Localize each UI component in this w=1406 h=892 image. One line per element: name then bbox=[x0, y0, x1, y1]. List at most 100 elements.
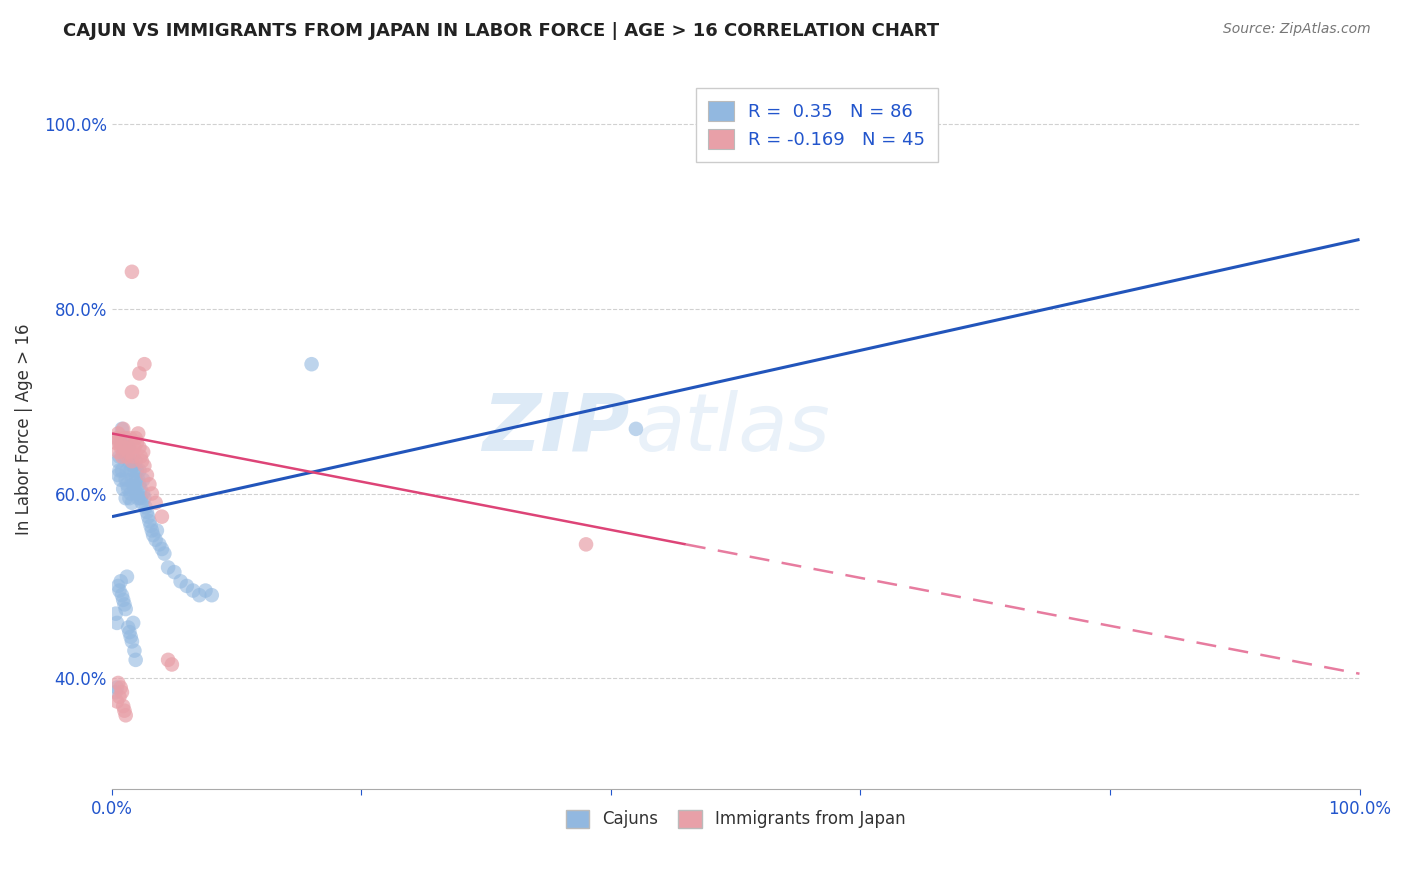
Point bbox=[624, 422, 647, 436]
Point bbox=[135, 505, 157, 519]
Point bbox=[131, 454, 153, 468]
Point bbox=[120, 630, 142, 644]
Point bbox=[114, 491, 136, 505]
Point bbox=[146, 524, 169, 538]
Point bbox=[117, 621, 139, 635]
Point bbox=[145, 496, 167, 510]
Point bbox=[127, 491, 149, 505]
Point bbox=[141, 524, 163, 538]
Point bbox=[163, 565, 186, 579]
Point bbox=[145, 533, 167, 547]
Point bbox=[129, 482, 152, 496]
Point bbox=[107, 445, 129, 459]
Point bbox=[124, 653, 146, 667]
Point bbox=[136, 509, 159, 524]
Point bbox=[124, 463, 146, 477]
Point bbox=[117, 441, 139, 455]
Point bbox=[134, 357, 156, 371]
Point bbox=[108, 690, 131, 704]
Point bbox=[112, 445, 135, 459]
Point bbox=[142, 528, 165, 542]
Point bbox=[125, 486, 148, 500]
Point bbox=[112, 482, 135, 496]
Point bbox=[105, 694, 128, 708]
Point bbox=[169, 574, 191, 589]
Point bbox=[108, 583, 131, 598]
Point bbox=[104, 607, 127, 621]
Point bbox=[138, 477, 160, 491]
Point bbox=[122, 615, 145, 630]
Point bbox=[575, 537, 598, 551]
Point bbox=[148, 537, 170, 551]
Point bbox=[108, 463, 131, 477]
Point bbox=[122, 477, 145, 491]
Point bbox=[120, 486, 142, 500]
Legend: Cajuns, Immigrants from Japan: Cajuns, Immigrants from Japan bbox=[560, 803, 912, 835]
Point bbox=[107, 579, 129, 593]
Point bbox=[111, 450, 134, 464]
Point bbox=[127, 473, 149, 487]
Point bbox=[104, 685, 127, 699]
Point bbox=[121, 634, 143, 648]
Text: CAJUN VS IMMIGRANTS FROM JAPAN IN LABOR FORCE | AGE > 16 CORRELATION CHART: CAJUN VS IMMIGRANTS FROM JAPAN IN LABOR … bbox=[63, 22, 939, 40]
Point bbox=[301, 357, 323, 371]
Point bbox=[201, 588, 224, 602]
Point bbox=[110, 473, 132, 487]
Point bbox=[132, 445, 155, 459]
Point bbox=[110, 574, 132, 589]
Point bbox=[111, 588, 134, 602]
Point bbox=[114, 704, 136, 718]
Point bbox=[122, 458, 145, 473]
Point bbox=[114, 473, 136, 487]
Point bbox=[118, 441, 141, 455]
Point bbox=[194, 583, 217, 598]
Point bbox=[124, 482, 146, 496]
Point bbox=[132, 473, 155, 487]
Point bbox=[121, 496, 143, 510]
Point bbox=[115, 463, 138, 477]
Point bbox=[134, 458, 156, 473]
Point bbox=[114, 708, 136, 723]
Point bbox=[128, 367, 150, 381]
Point bbox=[124, 454, 146, 468]
Point bbox=[157, 560, 180, 574]
Point bbox=[122, 450, 145, 464]
Point bbox=[124, 643, 146, 657]
Point bbox=[112, 699, 135, 714]
Point bbox=[176, 579, 198, 593]
Point bbox=[131, 496, 153, 510]
Point bbox=[114, 602, 136, 616]
Point bbox=[124, 431, 146, 445]
Point bbox=[107, 468, 129, 483]
Point bbox=[114, 431, 136, 445]
Point bbox=[107, 454, 129, 468]
Point bbox=[125, 463, 148, 477]
Point bbox=[134, 491, 156, 505]
Y-axis label: In Labor Force | Age > 16: In Labor Force | Age > 16 bbox=[15, 323, 32, 534]
Point bbox=[110, 441, 132, 455]
Point bbox=[111, 685, 134, 699]
Point bbox=[181, 583, 204, 598]
Point bbox=[115, 477, 138, 491]
Point bbox=[150, 541, 173, 556]
Point bbox=[141, 486, 163, 500]
Point bbox=[105, 681, 128, 695]
Point bbox=[118, 625, 141, 640]
Point bbox=[110, 435, 132, 450]
Point bbox=[108, 450, 131, 464]
Point bbox=[115, 450, 138, 464]
Point bbox=[111, 463, 134, 477]
Point bbox=[157, 653, 180, 667]
Point bbox=[121, 265, 143, 279]
Point bbox=[160, 657, 183, 672]
Point bbox=[129, 450, 152, 464]
Point bbox=[121, 384, 143, 399]
Point bbox=[114, 441, 136, 455]
Text: atlas: atlas bbox=[636, 390, 831, 468]
Point bbox=[125, 435, 148, 450]
Point bbox=[118, 454, 141, 468]
Point bbox=[129, 491, 152, 505]
Point bbox=[121, 473, 143, 487]
Point bbox=[135, 500, 157, 515]
Point bbox=[124, 473, 146, 487]
